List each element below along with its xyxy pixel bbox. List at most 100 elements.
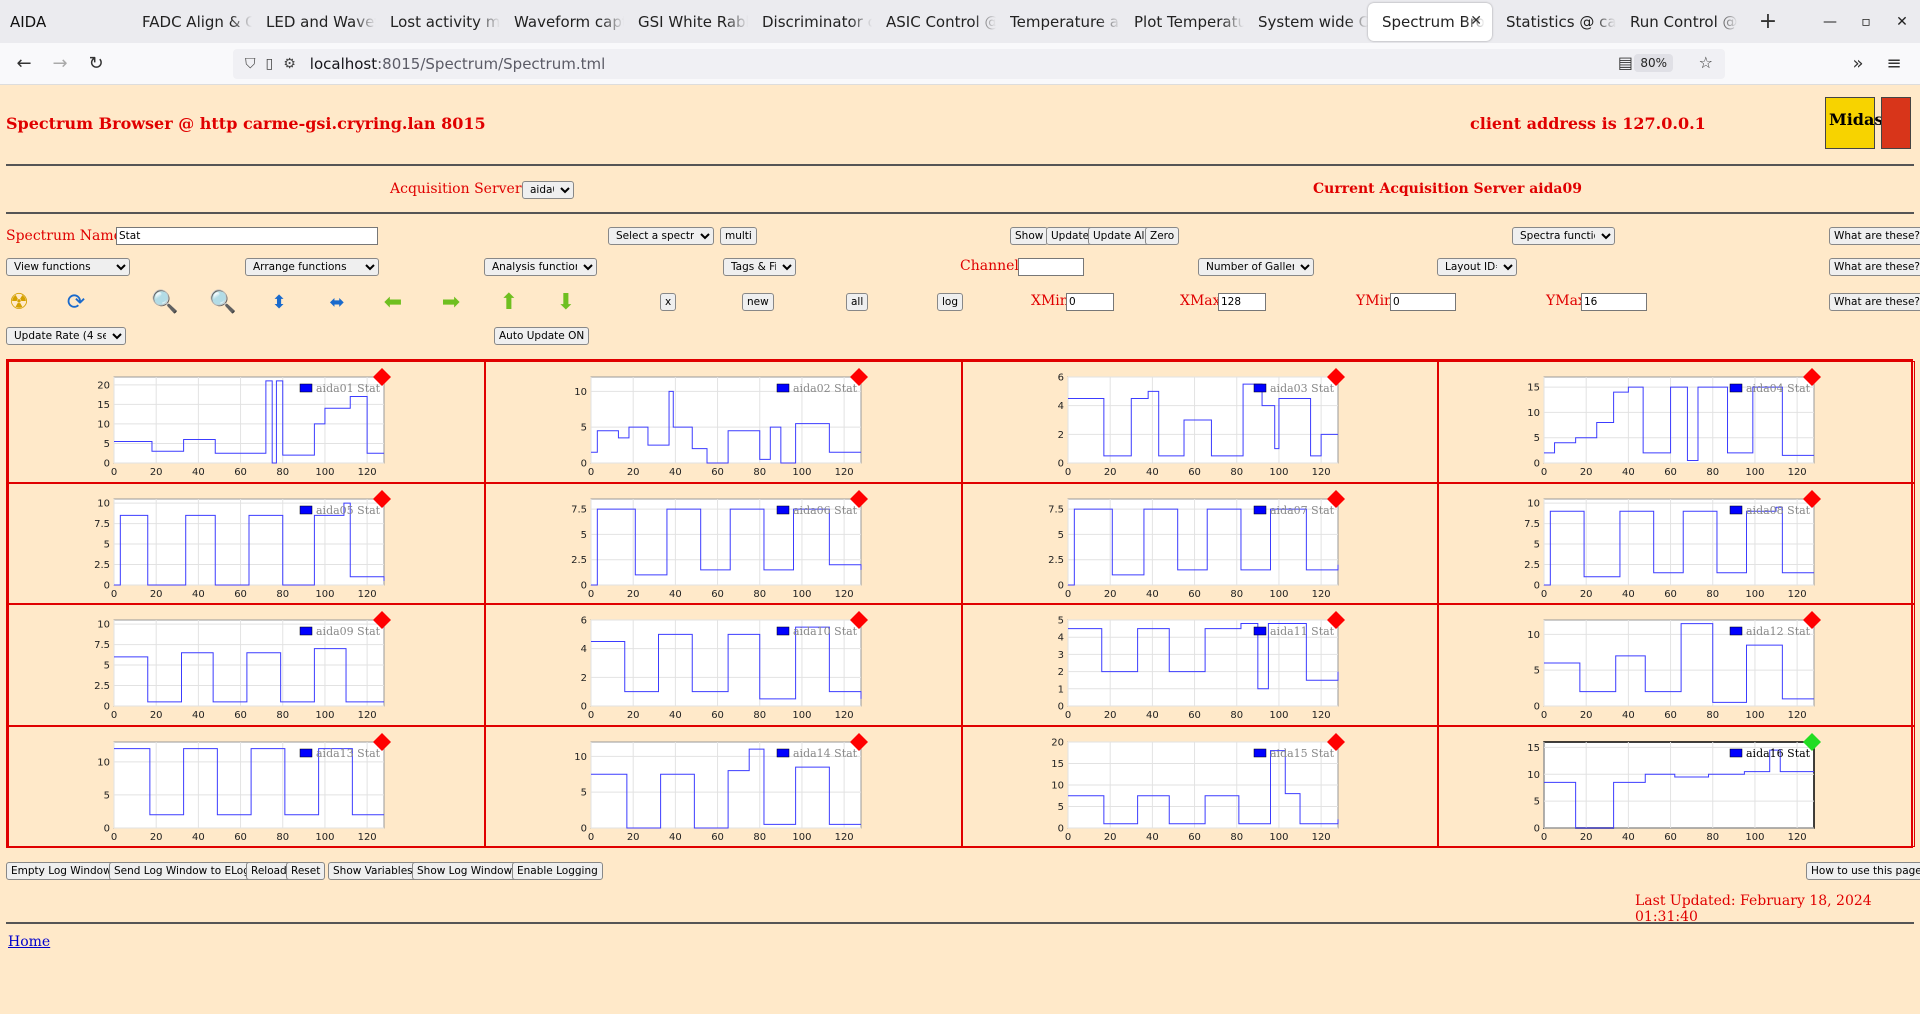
spectrum-chart[interactable]: 0 20 40 60 80 100 120 0 2.5 5 7.5 10 aida08 Stat: [1439, 484, 1916, 606]
footer-button-0[interactable]: Empty Log Window: [6, 862, 117, 880]
shrink-vertical-icon[interactable]: ⬌: [329, 292, 345, 313]
auto-update-button[interactable]: Auto Update ON: [494, 327, 590, 345]
menu-icon[interactable]: ≡: [1886, 53, 1902, 74]
tab-10[interactable]: Spectrum Bro ✕: [1368, 2, 1492, 41]
spectrum-panel[interactable]: 0 20 40 60 80 100 120 0 5 10 aida13 Stat: [8, 725, 486, 849]
spectrum-chart[interactable]: 0 20 40 60 80 100 120 0 5 10 15 20 aida15 Stat: [963, 727, 1440, 849]
tab-0[interactable]: FADC Align & C: [128, 3, 252, 41]
tab-11[interactable]: Statistics @ car: [1492, 3, 1616, 41]
spectrum-panel[interactable]: 0 20 40 60 80 100 120 0 2 4 6 aida10 Stat: [484, 604, 962, 726]
expand-vertical-icon[interactable]: ⬍: [271, 292, 287, 313]
tab-5[interactable]: Discriminator c: [748, 3, 872, 41]
spectrum-panel[interactable]: 0 20 40 60 80 100 120 0 5 10 aida12 Stat: [1438, 604, 1915, 726]
footer-button-6[interactable]: Enable Logging: [512, 862, 603, 880]
spectrum-chart[interactable]: 0 20 40 60 80 100 120 0 2.5 5 7.5 aida06 Stat: [486, 484, 963, 606]
arrange-functions-select[interactable]: Arrange functions: [245, 258, 379, 276]
spectrum-chart[interactable]: 0 20 40 60 80 100 120 0 5 10 aida02 Stat: [486, 362, 963, 484]
analysis-functions-select[interactable]: Analysis functions: [484, 258, 597, 276]
status-diamond[interactable]: [849, 732, 868, 751]
spectrum-panel[interactable]: 0 20 40 60 80 100 120 0 2.5 5 7.5 10 aida09 Stat: [8, 604, 485, 726]
status-diamond[interactable]: [1803, 368, 1822, 386]
spectrum-chart[interactable]: 0 20 40 60 80 100 120 0 5 10 aida13 Stat: [9, 727, 486, 849]
home-link[interactable]: Home: [8, 934, 51, 950]
footer-button-2[interactable]: Reload: [246, 862, 292, 880]
update-rate-select[interactable]: Update Rate (4 secs): [6, 327, 126, 345]
log-button[interactable]: log: [937, 293, 964, 311]
multi-button[interactable]: multi: [720, 227, 757, 245]
tab-12[interactable]: Run Control @: [1616, 3, 1740, 41]
what-are-these-button[interactable]: What are these?: [1829, 227, 1920, 245]
status-diamond[interactable]: [1326, 611, 1345, 629]
spectrum-panel[interactable]: 0 20 40 60 80 100 120 0 5 10 15 aida16 Stat: [1438, 725, 1915, 847]
update-all-button[interactable]: Update All: [1088, 227, 1153, 245]
spectra-functions-select[interactable]: Spectra functions: [1512, 227, 1615, 245]
ymin-input[interactable]: [1390, 293, 1456, 311]
close-window-icon[interactable]: ✕: [1896, 13, 1908, 30]
select-spectrum-select[interactable]: Select a spectrum: [608, 227, 714, 245]
zero-button[interactable]: Zero: [1145, 227, 1180, 245]
spectrum-chart[interactable]: 0 20 40 60 80 100 120 0 1 2 3 4 5 aida11 Stat: [963, 605, 1440, 727]
maximize-icon[interactable]: ▫: [1861, 13, 1871, 30]
what-are-these-button[interactable]: What are these?: [1829, 293, 1920, 311]
arrow-up-icon[interactable]: ⬆: [499, 290, 519, 315]
status-diamond[interactable]: [849, 368, 868, 386]
tab-9[interactable]: System wide Ch: [1244, 3, 1368, 41]
spectrum-panel[interactable]: 0 20 40 60 80 100 120 0 1 2 3 4 5 aida11 Stat: [961, 604, 1440, 727]
spectrum-panel[interactable]: 0 20 40 60 80 100 120 0 2.5 5 7.5 aida06 Stat: [484, 482, 963, 606]
footer-button-4[interactable]: Show Variables: [328, 862, 418, 880]
tags-fits-select[interactable]: Tags & Fits: [723, 258, 796, 276]
channel-input[interactable]: [1018, 258, 1084, 276]
spectrum-chart[interactable]: 0 20 40 60 80 100 120 0 2 4 6 aida03 Stat: [963, 362, 1440, 484]
spectrum-name-input[interactable]: [116, 227, 378, 245]
acq-server-select[interactable]: aida09: [522, 181, 574, 199]
footer-button-5[interactable]: Show Log Window: [412, 862, 518, 880]
spectrum-panel[interactable]: 0 20 40 60 80 100 120 0 2 4 6 aida03 Stat: [961, 361, 1440, 484]
spectrum-chart[interactable]: 0 20 40 60 80 100 120 0 5 10 15 aida04 Stat: [1439, 362, 1916, 484]
status-diamond[interactable]: [849, 611, 868, 629]
forward-icon[interactable]: →: [52, 53, 68, 74]
reader-icon[interactable]: ▤: [1617, 53, 1633, 72]
status-diamond[interactable]: [1326, 368, 1345, 386]
what-are-these-button[interactable]: What are these?: [1829, 258, 1920, 276]
status-diamond[interactable]: [373, 489, 391, 508]
arrow-left-icon[interactable]: ⬅: [383, 290, 403, 315]
new-button[interactable]: new: [742, 293, 774, 311]
show-button[interactable]: Show: [1010, 227, 1049, 245]
spectrum-panel[interactable]: 0 20 40 60 80 100 120 0 5 10 aida14 Stat: [484, 725, 963, 849]
bookmark-star-icon[interactable]: ☆: [1698, 53, 1713, 72]
spectrum-panel[interactable]: 0 20 40 60 80 100 120 0 5 10 15 20 aida01 Stat: [8, 361, 485, 483]
spectrum-chart[interactable]: 0 20 40 60 80 100 120 0 2.5 5 7.5 10 aida05 Stat: [9, 484, 486, 606]
new-tab-icon[interactable]: +: [1758, 9, 1778, 34]
spectrum-panel[interactable]: 0 20 40 60 80 100 120 0 2.5 5 7.5 10 aida05 Stat: [8, 482, 486, 606]
xmax-input[interactable]: [1218, 293, 1266, 311]
arrow-right-icon[interactable]: ➡: [441, 290, 461, 315]
close-tab-icon[interactable]: ✕: [1470, 12, 1482, 29]
spectrum-chart[interactable]: 0 20 40 60 80 100 120 0 5 10 aida14 Stat: [486, 727, 963, 849]
address-bar[interactable]: ⛉ ▯ ⚙ localhost:8015/Spectrum/Spectrum.t…: [233, 49, 1725, 79]
how-to-use-button[interactable]: How to use this page: [1806, 862, 1920, 880]
zoom-out-icon[interactable]: 🔍: [209, 290, 237, 315]
spectrum-panel[interactable]: 0 20 40 60 80 100 120 0 5 10 aida02 Stat: [484, 361, 963, 484]
spectrum-chart[interactable]: 0 20 40 60 80 100 120 0 5 10 aida12 Stat: [1439, 605, 1916, 727]
footer-button-1[interactable]: Send Log Window to ELog: [109, 862, 255, 880]
status-diamond[interactable]: [1326, 489, 1345, 508]
radiation-icon[interactable]: ☢: [9, 290, 29, 315]
status-diamond[interactable]: [373, 732, 391, 751]
minimize-icon[interactable]: —: [1823, 13, 1837, 30]
spectrum-chart[interactable]: 0 20 40 60 80 100 120 0 2.5 5 7.5 10 aida09 Stat: [9, 605, 486, 727]
layout-select[interactable]: Layout ID=2: [1437, 258, 1517, 276]
ymax-input[interactable]: [1581, 293, 1647, 311]
number-of-galleries-select[interactable]: Number of Galleries: [1198, 258, 1314, 276]
reload-icon[interactable]: ↻: [88, 53, 104, 74]
tab-3[interactable]: Waveform capt: [500, 3, 624, 41]
tab-2[interactable]: Lost activity mo: [376, 3, 500, 41]
view-functions-select[interactable]: View functions: [6, 258, 130, 276]
spectrum-chart[interactable]: 0 20 40 60 80 100 120 0 2.5 5 7.5 aida07 Stat: [963, 484, 1440, 606]
status-diamond[interactable]: [1326, 732, 1345, 751]
tab-4[interactable]: GSI White Rabb: [624, 3, 748, 41]
tab-6[interactable]: ASIC Control @: [872, 3, 996, 41]
xmin-input[interactable]: [1066, 293, 1114, 311]
overflow-icon[interactable]: »: [1852, 53, 1864, 74]
spectrum-panel[interactable]: 0 20 40 60 80 100 120 0 2.5 5 7.5 aida07 Stat: [961, 482, 1440, 606]
status-diamond[interactable]: [373, 368, 391, 386]
